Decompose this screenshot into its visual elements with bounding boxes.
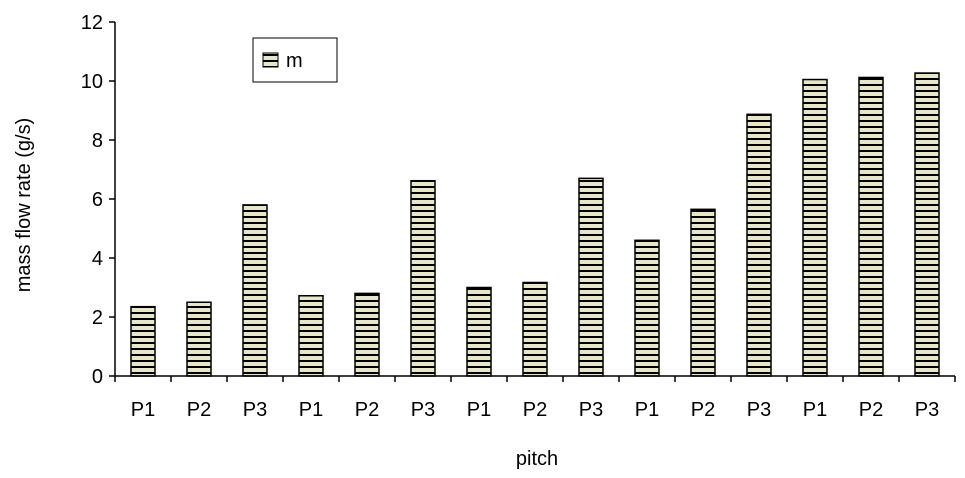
legend-swatch <box>262 52 279 68</box>
y-tick-label: 4 <box>92 248 103 270</box>
x-tick-label: P2 <box>523 399 547 421</box>
bar <box>298 295 324 377</box>
bars <box>130 72 940 377</box>
y-axis-title: mass flow rate (g/s) <box>13 118 35 292</box>
x-axis-title: pitch <box>516 448 558 470</box>
x-tick-label: P1 <box>467 399 491 421</box>
x-tick-label: P2 <box>355 399 379 421</box>
bar <box>858 76 884 377</box>
x-tick-label: P3 <box>411 399 435 421</box>
y-tick-label: 0 <box>92 366 103 388</box>
bar <box>578 177 604 377</box>
bar <box>130 305 156 377</box>
bar <box>914 72 940 377</box>
x-tick-label: P3 <box>243 399 267 421</box>
x-tick-label: P2 <box>187 399 211 421</box>
x-tick-label: P3 <box>747 399 771 421</box>
bar <box>634 239 660 377</box>
bar <box>186 301 212 377</box>
x-tick-label: P1 <box>131 399 155 421</box>
y-tick-label: 6 <box>92 189 103 211</box>
x-tick-label: P3 <box>915 399 939 421</box>
legend: m <box>252 37 338 83</box>
bar <box>410 179 436 377</box>
x-tick-label: P1 <box>803 399 827 421</box>
legend-label: m <box>286 50 303 72</box>
y-tick-label: 8 <box>92 130 103 152</box>
y-tick-label: 12 <box>81 12 103 34</box>
y-tick-label: 2 <box>92 307 103 329</box>
bar <box>802 78 828 377</box>
bar <box>466 286 492 377</box>
bar <box>522 281 548 377</box>
y-tick-label: 10 <box>81 71 103 93</box>
x-tick-label: P3 <box>579 399 603 421</box>
x-tick-label: P2 <box>691 399 715 421</box>
bar <box>690 208 716 377</box>
bar <box>354 292 380 377</box>
x-tick-label: P2 <box>859 399 883 421</box>
y-axis-ticks: 0 2 4 6 8 10 12 <box>81 12 115 388</box>
x-tick-label: P1 <box>635 399 659 421</box>
x-axis-ticks: P1 P2 P3 P1 P2 P3 P1 P2 P3 P1 P2 P3 P1 P2 P3 <box>114 376 956 421</box>
bar <box>746 113 772 377</box>
x-tick-label: P1 <box>299 399 323 421</box>
bar <box>242 204 268 377</box>
